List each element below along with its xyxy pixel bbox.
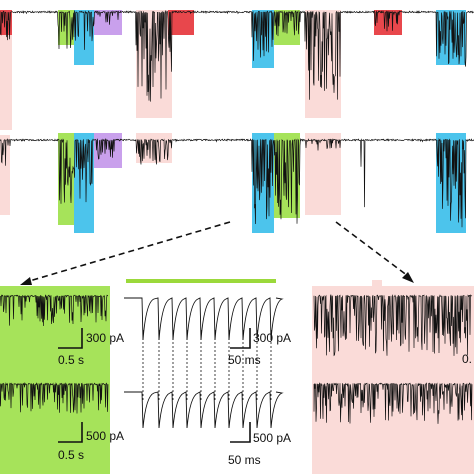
dashed-arrow-icon [20, 221, 231, 285]
scale-bar-left-top [58, 328, 83, 349]
scale-bar-mid-top [230, 328, 251, 349]
trace-group [0, 9, 474, 429]
green-stim-bar [126, 279, 276, 283]
region-purple [94, 133, 122, 168]
scale-bar-left-bottom [58, 422, 83, 443]
trace-bottom-right-1 [313, 294, 473, 357]
small-pink-marker [372, 280, 382, 286]
second-row-highlights [0, 133, 466, 233]
region-pink [0, 135, 10, 215]
trace-mid-epsc-top [124, 297, 284, 341]
scale-label-mid-top-y: 300 pA [253, 331, 292, 345]
trace-bottom-left-1 [0, 294, 109, 327]
region-red [168, 10, 194, 35]
scale-label-left-bottom-y: 500 pA [86, 429, 125, 443]
region-pink [305, 133, 341, 215]
trace-bottom-left-2 [0, 382, 109, 414]
scale-label-mid-top-x: 50 ms [228, 353, 261, 367]
scale-label-left-top-y: 300 pA [86, 331, 125, 345]
bottom-left-panel-bg [0, 286, 110, 474]
trace-mid-epsc-bottom [124, 391, 284, 429]
region-pink [0, 10, 12, 130]
trace-bottom-right-2 [313, 382, 473, 424]
trace-row-2 [0, 137, 474, 228]
scale-label-right-top-x: 0. [462, 352, 473, 366]
scale-label-left-bottom-x: 0.5 s [58, 448, 85, 462]
scale-label-left-top-x: 0.5 s [58, 353, 85, 367]
trace-row-1 [0, 9, 474, 102]
scale-label-mid-bottom-y: 500 pA [253, 431, 292, 445]
scale-label-mid-bottom-x: 50 ms [228, 453, 261, 467]
scale-bar-mid-bottom [230, 422, 251, 443]
dashed-arrow-icon [335, 221, 414, 283]
